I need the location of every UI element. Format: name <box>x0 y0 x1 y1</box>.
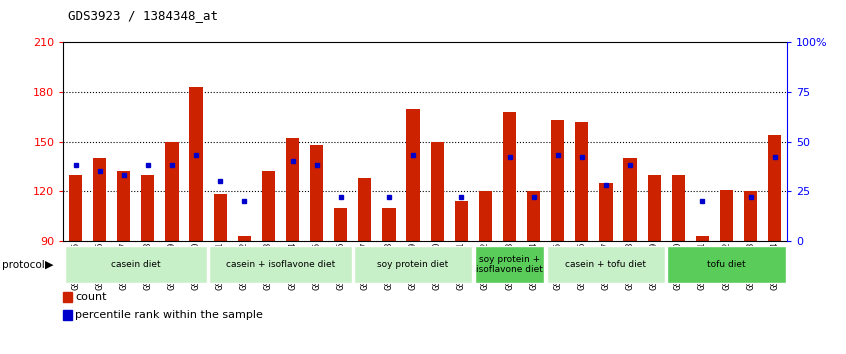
Bar <box>165 142 179 241</box>
FancyBboxPatch shape <box>64 246 207 283</box>
Bar <box>527 191 541 241</box>
FancyBboxPatch shape <box>667 246 786 283</box>
Bar <box>334 208 348 241</box>
Bar <box>63 310 72 320</box>
Bar <box>551 120 564 241</box>
FancyBboxPatch shape <box>547 246 665 283</box>
Text: casein + isoflavone diet: casein + isoflavone diet <box>226 260 335 269</box>
Bar <box>720 189 733 241</box>
Bar <box>431 142 444 241</box>
Bar <box>310 145 323 241</box>
Bar <box>238 236 251 241</box>
Text: percentile rank within the sample: percentile rank within the sample <box>75 310 263 320</box>
Bar <box>672 175 685 241</box>
Text: protocol: protocol <box>2 259 45 270</box>
Bar <box>624 158 637 241</box>
Bar <box>454 201 468 241</box>
FancyBboxPatch shape <box>209 246 352 283</box>
Bar <box>261 171 275 241</box>
Bar <box>213 194 227 241</box>
Bar <box>190 87 203 241</box>
Bar <box>141 175 155 241</box>
Bar <box>406 109 420 241</box>
Bar <box>647 175 661 241</box>
Text: soy protein +
isoflavone diet: soy protein + isoflavone diet <box>476 255 543 274</box>
Bar <box>286 138 299 241</box>
Bar <box>358 178 371 241</box>
Bar <box>63 292 72 302</box>
Text: ▶: ▶ <box>45 259 53 270</box>
Text: GDS3923 / 1384348_at: GDS3923 / 1384348_at <box>68 9 217 22</box>
Text: casein diet: casein diet <box>111 260 161 269</box>
Bar <box>744 191 757 241</box>
Bar <box>382 208 396 241</box>
Bar <box>599 183 613 241</box>
Bar <box>503 112 516 241</box>
Bar <box>117 171 130 241</box>
Text: count: count <box>75 292 107 302</box>
Bar <box>479 191 492 241</box>
Bar <box>695 236 709 241</box>
Bar <box>575 122 589 241</box>
Bar <box>93 158 107 241</box>
Text: tofu diet: tofu diet <box>707 260 746 269</box>
FancyBboxPatch shape <box>354 246 472 283</box>
Bar <box>768 135 782 241</box>
Text: casein + tofu diet: casein + tofu diet <box>565 260 646 269</box>
FancyBboxPatch shape <box>475 246 545 283</box>
Bar <box>69 175 82 241</box>
Text: soy protein diet: soy protein diet <box>377 260 448 269</box>
